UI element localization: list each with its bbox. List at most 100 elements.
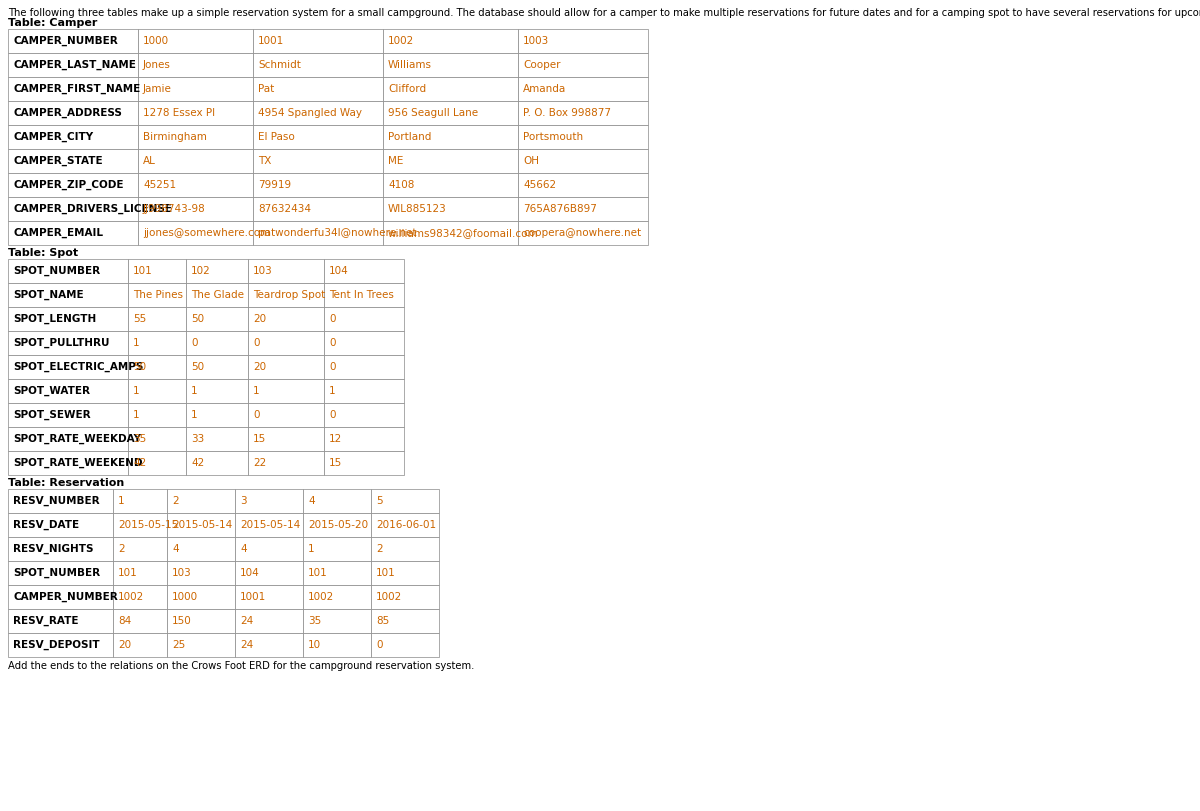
- Text: 5: 5: [376, 496, 383, 506]
- Bar: [324, 451, 404, 475]
- Text: 765A876B897: 765A876B897: [523, 204, 596, 214]
- Text: 2: 2: [172, 496, 179, 506]
- Text: 3: 3: [240, 496, 247, 506]
- Text: 1001: 1001: [258, 36, 284, 46]
- Text: 2015-05-14: 2015-05-14: [172, 520, 233, 530]
- Text: 103: 103: [172, 568, 192, 578]
- Text: CAMPER_ADDRESS: CAMPER_ADDRESS: [13, 108, 122, 118]
- Text: CAMPER_LAST_NAME: CAMPER_LAST_NAME: [13, 60, 136, 70]
- Text: 33: 33: [191, 434, 204, 444]
- Bar: [235, 513, 302, 537]
- Bar: [253, 53, 383, 77]
- Bar: [8, 283, 128, 307]
- Bar: [186, 307, 248, 331]
- Bar: [235, 489, 302, 513]
- Text: 1002: 1002: [376, 592, 402, 602]
- Text: 10: 10: [308, 640, 322, 650]
- Text: 956 Seagull Lane: 956 Seagull Lane: [388, 108, 478, 118]
- Bar: [518, 173, 648, 197]
- Bar: [128, 427, 186, 451]
- Text: Portsmouth: Portsmouth: [523, 132, 583, 142]
- Bar: [253, 173, 383, 197]
- Text: 12: 12: [329, 434, 342, 444]
- Text: 150: 150: [172, 616, 192, 626]
- Bar: [138, 149, 253, 173]
- Text: Amanda: Amanda: [523, 84, 566, 94]
- Text: 79919: 79919: [258, 180, 292, 190]
- Text: The Pines: The Pines: [133, 290, 182, 300]
- Text: 2015-05-15: 2015-05-15: [118, 520, 179, 530]
- Bar: [186, 355, 248, 379]
- Bar: [248, 403, 324, 427]
- Bar: [383, 101, 518, 125]
- Text: The Glade: The Glade: [191, 290, 244, 300]
- Text: CAMPER_CITY: CAMPER_CITY: [13, 132, 94, 142]
- Bar: [8, 451, 128, 475]
- Text: 35: 35: [133, 434, 146, 444]
- Text: 101: 101: [308, 568, 328, 578]
- Bar: [253, 125, 383, 149]
- Bar: [248, 379, 324, 403]
- Bar: [383, 221, 518, 245]
- Bar: [371, 585, 439, 609]
- Bar: [138, 77, 253, 101]
- Bar: [253, 197, 383, 221]
- Text: 1: 1: [253, 386, 259, 396]
- Bar: [8, 331, 128, 355]
- Text: 4954 Spangled Way: 4954 Spangled Way: [258, 108, 362, 118]
- Bar: [302, 537, 371, 561]
- Bar: [371, 489, 439, 513]
- Bar: [138, 173, 253, 197]
- Text: TX: TX: [258, 156, 271, 166]
- Text: CAMPER_FIRST_NAME: CAMPER_FIRST_NAME: [13, 84, 140, 94]
- Bar: [128, 451, 186, 475]
- Bar: [253, 29, 383, 53]
- Bar: [8, 355, 128, 379]
- Text: 1002: 1002: [388, 36, 414, 46]
- Bar: [186, 331, 248, 355]
- Bar: [113, 585, 167, 609]
- Bar: [113, 633, 167, 657]
- Text: 2: 2: [118, 544, 125, 554]
- Text: CAMPER_DRIVERS_LICENSE: CAMPER_DRIVERS_LICENSE: [13, 204, 172, 214]
- Bar: [383, 77, 518, 101]
- Bar: [253, 77, 383, 101]
- Bar: [518, 197, 648, 221]
- Text: 1: 1: [133, 338, 139, 348]
- Text: jjones@somewhere.com: jjones@somewhere.com: [143, 228, 270, 238]
- Text: 2015-05-20: 2015-05-20: [308, 520, 368, 530]
- Bar: [8, 125, 138, 149]
- Text: SPOT_RATE_WEEKEND: SPOT_RATE_WEEKEND: [13, 458, 143, 468]
- Text: Table: Camper: Table: Camper: [8, 18, 97, 28]
- Bar: [8, 609, 113, 633]
- Bar: [186, 379, 248, 403]
- Bar: [8, 197, 138, 221]
- Text: 0: 0: [329, 314, 336, 324]
- Text: Portland: Portland: [388, 132, 431, 142]
- Bar: [248, 331, 324, 355]
- Bar: [302, 585, 371, 609]
- Bar: [518, 101, 648, 125]
- Text: The following three tables make up a simple reservation system for a small campg: The following three tables make up a sim…: [8, 8, 1200, 18]
- Text: SPOT_SEWER: SPOT_SEWER: [13, 410, 91, 420]
- Bar: [383, 173, 518, 197]
- Bar: [302, 561, 371, 585]
- Text: SPOT_NUMBER: SPOT_NUMBER: [13, 266, 100, 276]
- Bar: [128, 259, 186, 283]
- Bar: [324, 379, 404, 403]
- Bar: [128, 379, 186, 403]
- Bar: [113, 609, 167, 633]
- Text: 20: 20: [253, 314, 266, 324]
- Bar: [138, 29, 253, 53]
- Text: 1001: 1001: [240, 592, 266, 602]
- Text: Pat: Pat: [258, 84, 275, 94]
- Text: 0: 0: [329, 362, 336, 372]
- Text: 22: 22: [253, 458, 266, 468]
- Text: 42: 42: [191, 458, 204, 468]
- Bar: [186, 451, 248, 475]
- Bar: [8, 221, 138, 245]
- Text: Table: Spot: Table: Spot: [8, 248, 78, 258]
- Bar: [371, 609, 439, 633]
- Text: 102: 102: [191, 266, 211, 276]
- Text: 4: 4: [240, 544, 247, 554]
